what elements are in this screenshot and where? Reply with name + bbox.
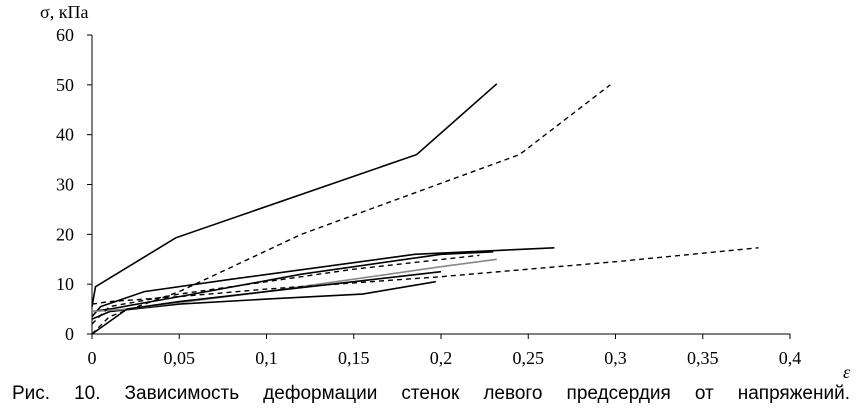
y-tick-label: 0 <box>65 324 74 344</box>
series-line-3 <box>91 247 555 318</box>
figure-caption: Рис. 10. Зависимость деформации стенок л… <box>12 383 850 404</box>
y-axis-title: σ, кПа <box>40 2 88 22</box>
y-tick-label: 40 <box>56 125 74 145</box>
x-tick-label: 0,35 <box>687 348 719 368</box>
x-tick-label: 0,25 <box>513 348 545 368</box>
x-tick-label: 0,1 <box>255 348 278 368</box>
line-chart: 0 10 20 30 40 50 60 0 0,05 0,1 0,15 0,2 0,25 0,3 0,35… <box>40 2 851 382</box>
x-tick-label: 0,3 <box>604 348 627 368</box>
axes <box>91 35 790 335</box>
x-axis-title: ε <box>843 362 851 382</box>
x-tick-label: 0,05 <box>164 348 196 368</box>
series-line-5 <box>91 280 436 320</box>
series-line-2 <box>91 84 611 335</box>
y-tick-label: 20 <box>56 224 74 244</box>
series-line-6 <box>91 258 497 313</box>
x-tick-label: 0 <box>88 348 97 368</box>
x-tick-label: 0,4 <box>779 348 802 368</box>
series-layer <box>91 83 759 335</box>
y-tick-label: 60 <box>56 25 74 45</box>
y-tick-label: 10 <box>56 274 74 294</box>
series-line-9 <box>91 270 442 335</box>
x-tick-label: 0,15 <box>338 348 370 368</box>
x-tick-label: 0,2 <box>430 348 453 368</box>
y-tick-label: 30 <box>56 175 74 195</box>
y-ticks: 0 10 20 30 40 50 60 <box>56 25 92 344</box>
y-tick-label: 50 <box>56 75 74 95</box>
series-line-8 <box>91 247 759 305</box>
series-line-7 <box>91 254 480 325</box>
x-ticks: 0 0,05 0,1 0,15 0,2 0,25 0,3 0,35 0,4 <box>88 334 802 368</box>
series-line-1 <box>91 83 498 307</box>
